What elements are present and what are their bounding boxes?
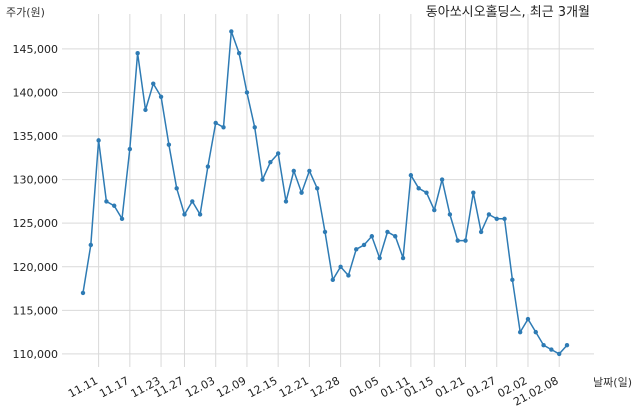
grid-lines <box>62 14 594 367</box>
data-point <box>455 238 460 243</box>
data-point <box>338 264 343 269</box>
data-point <box>88 242 94 248</box>
data-point <box>494 216 499 222</box>
data-point <box>236 51 242 56</box>
x-axis-label: 날짜(일) <box>593 375 632 389</box>
data-point <box>432 207 437 213</box>
price-line <box>82 31 568 355</box>
data-point <box>377 255 382 261</box>
data-point <box>525 316 531 322</box>
data-point <box>260 177 265 182</box>
y-axis-label: 주가(원) <box>6 6 45 19</box>
data-point <box>541 343 546 348</box>
data-point <box>244 90 250 95</box>
x-tick-label: 12.15 <box>246 374 280 400</box>
data-point <box>346 273 351 278</box>
data-point <box>182 212 187 217</box>
data-point <box>369 234 375 239</box>
data-point <box>252 125 257 130</box>
y-axis-ticks: 110,000 115,000 120,000 125,000 130,000 135,0… <box>13 43 59 361</box>
data-point <box>104 199 109 204</box>
data-point <box>393 234 398 239</box>
x-tick-label: 12.28 <box>308 374 342 400</box>
data-point <box>135 51 140 56</box>
x-tick-label: 11.11 <box>66 374 100 400</box>
data-point <box>174 186 179 191</box>
data-point <box>564 343 570 348</box>
data-point <box>463 238 468 243</box>
data-point <box>385 229 390 235</box>
data-point <box>556 351 562 357</box>
data-point <box>447 212 453 217</box>
x-axis-ticks: 11.1111.1711.2311.2712.0312.0912.1512.21… <box>66 374 560 408</box>
data-point <box>486 212 492 217</box>
data-point <box>299 190 304 195</box>
data-point <box>190 199 195 204</box>
data-point <box>533 329 538 335</box>
data-point <box>510 277 515 283</box>
x-tick-label: 12.03 <box>183 374 217 400</box>
data-point <box>166 142 172 147</box>
y-tick-label: 140,000 <box>13 86 59 99</box>
data-point <box>275 151 281 156</box>
x-tick-label: 01.21 <box>433 374 467 400</box>
data-point <box>471 190 476 195</box>
data-point <box>221 125 226 130</box>
chart-title: 동아쏘시오홀딩스, 최근 3개월 <box>426 5 590 20</box>
data-point <box>478 229 484 235</box>
data-point <box>439 177 445 182</box>
x-tick-label: 12.09 <box>214 374 248 400</box>
y-tick-label: 115,000 <box>13 304 59 317</box>
data-point <box>408 173 414 178</box>
data-point <box>502 216 507 222</box>
data-point <box>158 94 164 100</box>
data-point <box>314 186 320 191</box>
x-tick-label: 12.21 <box>277 374 311 400</box>
data-point <box>330 277 336 283</box>
data-point <box>213 120 218 126</box>
x-tick-label: 11.17 <box>97 374 131 400</box>
y-tick-label: 125,000 <box>13 217 59 230</box>
y-tick-label: 145,000 <box>13 43 59 56</box>
data-point <box>268 159 273 165</box>
data-point <box>112 203 117 208</box>
price-series <box>80 29 570 357</box>
data-point <box>119 216 125 222</box>
data-point <box>291 168 296 174</box>
data-point <box>151 81 156 86</box>
data-point <box>229 29 234 34</box>
y-tick-label: 110,000 <box>13 348 59 361</box>
data-point <box>354 247 359 252</box>
data-point <box>143 107 148 113</box>
y-tick-label: 135,000 <box>13 130 59 143</box>
data-point <box>197 212 203 217</box>
x-tick-label: 01.05 <box>347 374 381 400</box>
data-point <box>517 329 523 335</box>
data-point <box>549 347 554 352</box>
data-point <box>80 290 86 296</box>
data-point <box>424 190 429 195</box>
y-tick-label: 130,000 <box>13 174 59 187</box>
y-tick-label: 120,000 <box>13 261 59 274</box>
data-point <box>127 146 133 152</box>
data-point <box>416 186 421 191</box>
x-tick-label: 01.27 <box>464 374 498 400</box>
data-point <box>96 138 101 143</box>
data-point <box>307 168 312 174</box>
data-point <box>283 199 289 204</box>
data-point <box>361 242 367 248</box>
data-point <box>400 255 406 261</box>
data-point <box>322 229 328 235</box>
data-point <box>205 164 211 169</box>
